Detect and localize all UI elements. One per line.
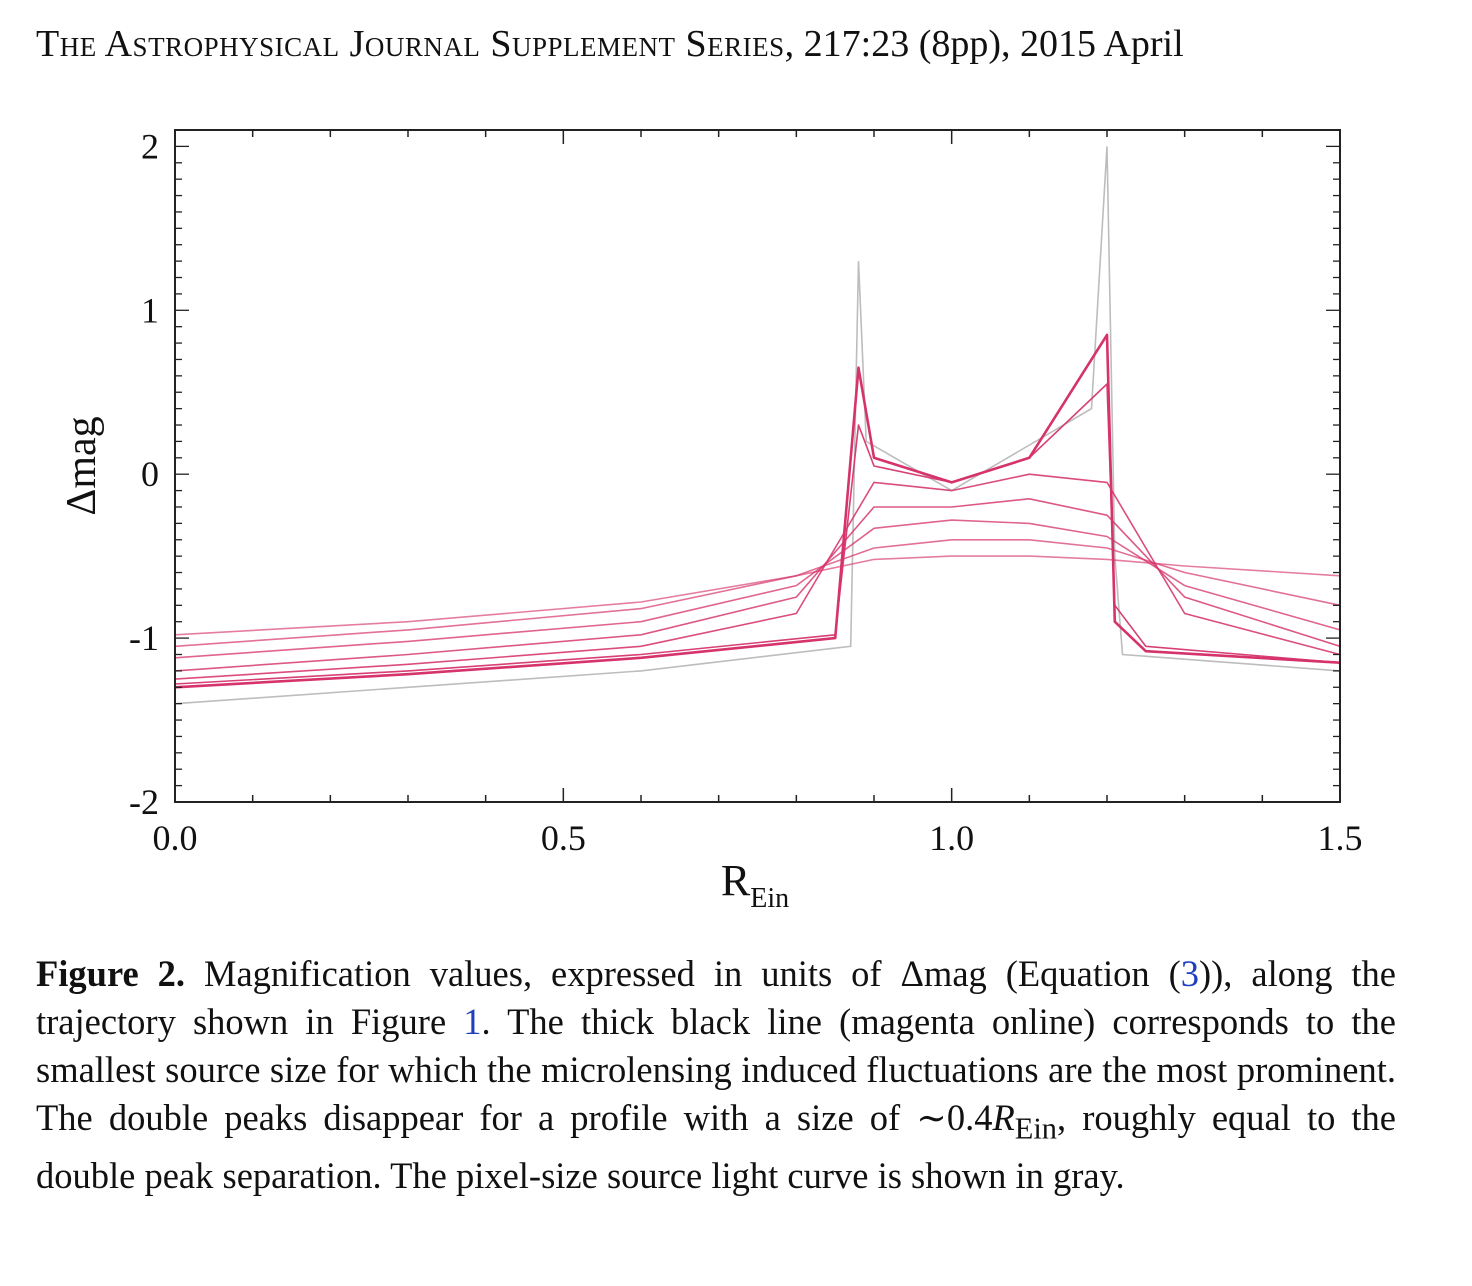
- figure-ref-link[interactable]: 1: [463, 1001, 482, 1042]
- plot-frame: [174, 129, 1341, 803]
- x-axis-label: REin: [721, 856, 789, 914]
- y-tick-label: 2: [141, 126, 159, 166]
- tick-labels: 0.0 0.5 1.0 1.5 2 1 0 -1 -2: [129, 126, 1363, 858]
- series-line-6: [174, 539, 1341, 648]
- journal-citation: , 217:23 (8pp), 2015 April: [784, 23, 1184, 65]
- series-line-1: [174, 333, 1341, 689]
- r-subscript: Ein: [1014, 1111, 1057, 1146]
- series-line-7: [174, 555, 1341, 636]
- series-line-3: [174, 473, 1341, 680]
- figure-caption: Figure 2. Magnification values, expresse…: [36, 953, 1397, 1197]
- axis-ticks: [174, 130, 1341, 803]
- pixel-source-curve: [174, 146, 1341, 705]
- series-line-5: [174, 519, 1341, 659]
- y-tick-label: 1: [141, 290, 159, 330]
- journal-name: The Astrophysical Journal Supplement Ser…: [36, 23, 785, 65]
- x-tick-label: 1.0: [929, 818, 974, 858]
- x-tick-label: 0.0: [153, 818, 198, 858]
- source-profiles-layer: [174, 333, 1341, 689]
- y-tick-label: -1: [129, 618, 159, 658]
- caption-label: Figure 2.: [36, 953, 186, 994]
- series-line-2: [174, 383, 1341, 685]
- series-line-4: [174, 498, 1341, 672]
- r-symbol: R: [992, 1097, 1015, 1138]
- y-axis-label: Δmag: [59, 416, 105, 515]
- x-tick-label: 1.5: [1318, 818, 1363, 858]
- x-tick-label: 0.5: [541, 818, 586, 858]
- y-tick-label: -2: [129, 782, 159, 822]
- y-tick-label: 0: [141, 454, 159, 494]
- equation-ref-link[interactable]: 3: [1180, 953, 1199, 994]
- journal-header: The Astrophysical Journal Supplement Ser…: [36, 22, 1436, 66]
- x-axis-label-sub: Ein: [750, 883, 789, 914]
- magnification-chart: 0.0 0.5 1.0 1.5 2 1 0 -1 -2 REin Δmag: [59, 126, 1363, 914]
- pixel-source-layer: [174, 146, 1341, 705]
